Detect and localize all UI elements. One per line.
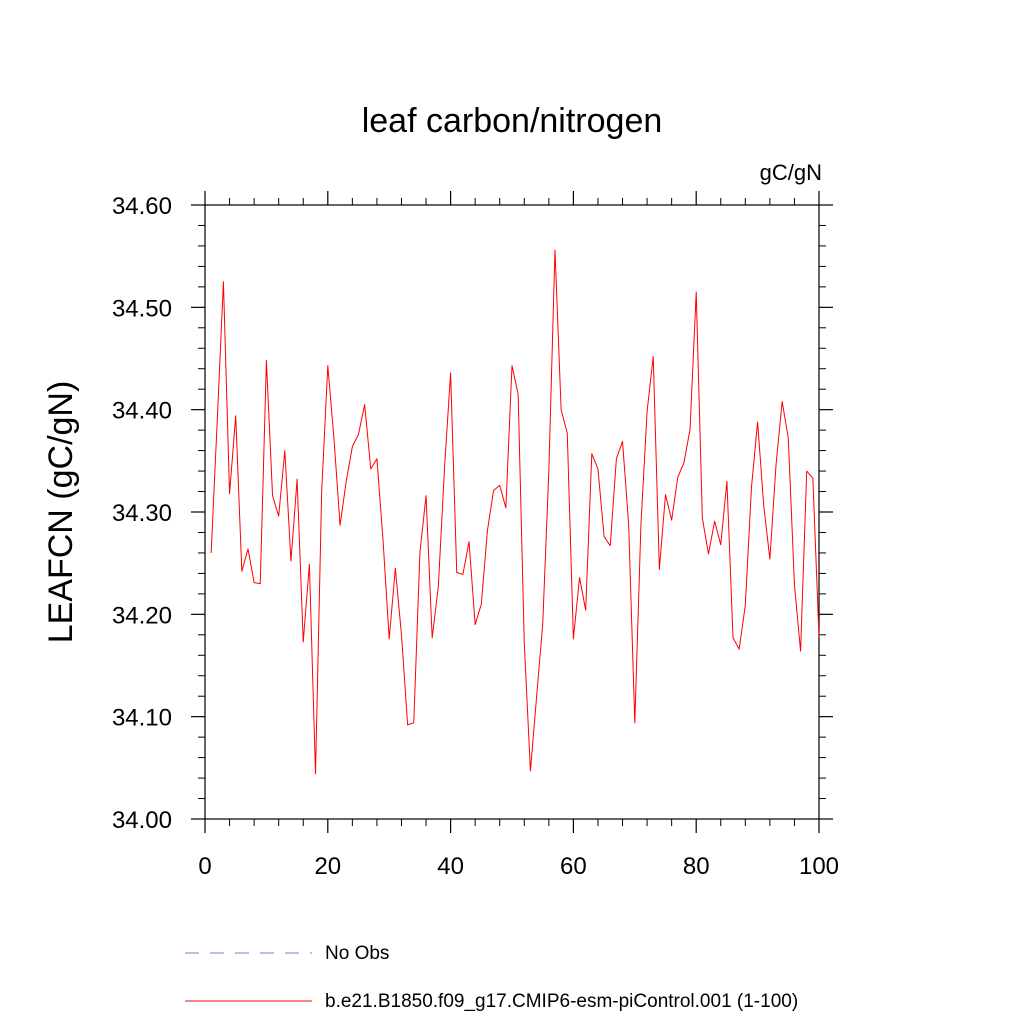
chart-title: leaf carbon/nitrogen [362, 102, 663, 140]
x-tick-label: 40 [437, 853, 464, 880]
y-axis-label: LEAFCN (gC/gN) [42, 381, 80, 644]
y-tick-label: 34.30 [112, 500, 172, 527]
x-tick-label: 80 [683, 853, 710, 880]
y-tick-label: 34.20 [112, 602, 172, 629]
legend-label-no-obs: No Obs [325, 943, 389, 964]
x-tick-label: 60 [560, 853, 587, 880]
axis-ticks [191, 191, 833, 833]
legend: No Obs b.e21.B1850.f09_g17.CMIP6-esm-piC… [185, 943, 798, 1012]
y-tick-label: 34.60 [112, 193, 172, 220]
axis-tick-labels: 0 20 40 60 80 100 34.00 34.10 34.20 34.30 34.40 34.… [112, 193, 839, 880]
x-tick-label: 20 [314, 853, 341, 880]
y-tick-label: 34.10 [112, 705, 172, 732]
series-layer [210, 249, 820, 775]
units-label: gC/gN [760, 160, 822, 185]
y-tick-label: 34.00 [112, 807, 172, 834]
legend-label-control-run: b.e21.B1850.f09_g17.CMIP6-esm-piControl.… [325, 991, 798, 1012]
x-tick-label: 0 [198, 853, 211, 880]
x-tick-label: 100 [799, 853, 839, 880]
y-tick-label: 34.50 [112, 295, 172, 322]
y-tick-label: 34.40 [112, 398, 172, 425]
series-line-1 [210, 249, 820, 775]
plot-frame [204, 204, 820, 820]
